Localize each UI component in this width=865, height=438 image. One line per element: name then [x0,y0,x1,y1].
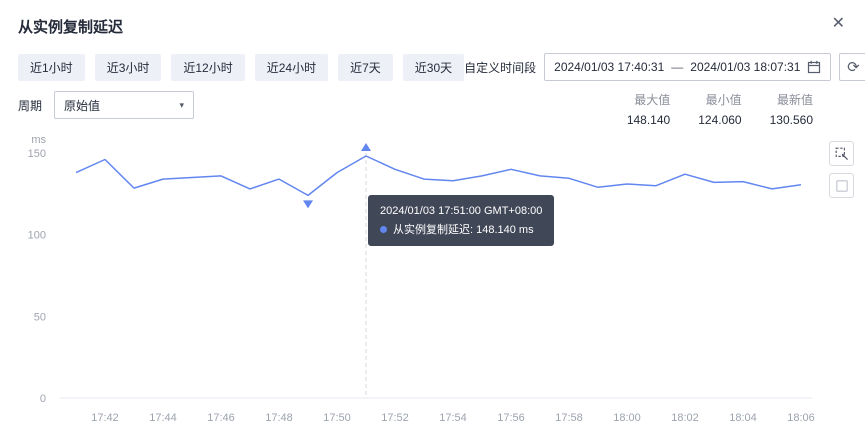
custom-range: 自定义时间段 2024/01/03 17:40:31 — 2024/01/03 … [464,53,865,81]
panel-header: 从实例复制延迟 ✕ [0,0,865,37]
chart-toolbox [829,141,854,198]
chevron-down-icon: ▾ [179,99,185,110]
range-separator: — [671,60,684,74]
tooltip-series-value: 从实例复制延迟: 148.140 ms [393,223,534,236]
toolbar-row: 近1小时 近3小时 近12小时 近24小时 近7天 近30天 自定义时间段 2024/01… [0,37,865,81]
chart-tooltip: 2024/01/03 17:51:00 GMT+08:00 从实例复制延迟: 1… [368,195,555,247]
svg-text:0: 0 [40,393,46,405]
restore-icon [835,179,848,192]
svg-text:17:42: 17:42 [91,412,119,424]
page-title: 从实例复制延迟 [18,19,124,36]
stat-value: 148.140 [626,113,671,127]
time-range-button-3[interactable]: 近24小时 [254,53,329,81]
time-range-button-2[interactable]: 近12小时 [171,53,245,81]
line-chart-svg[interactable]: ms 0 50 100 150 17:42 17:44 17:46 17:48 17:50 17:5… [0,129,865,429]
stat-column-0: 最大值 148.140 [627,91,670,127]
time-range-group: 近1小时 近3小时 近12小时 近24小时 近7天 近30天 [18,53,465,81]
svg-text:ms: ms [31,134,46,146]
restore-button[interactable] [829,173,854,198]
stat-value: 130.560 [769,113,813,127]
start-datetime[interactable]: 2024/01/03 17:40:31 [554,60,665,74]
period-select[interactable]: 原始值 ▾ [54,91,195,119]
time-range-button-0[interactable]: 近1小时 [18,53,85,81]
period-value: 原始值 [64,98,101,113]
custom-range-label: 自定义时间段 [464,60,537,75]
zoom-select-button[interactable] [829,141,854,166]
stats-summary: 最大值 148.140 最小值 124.060 最新值 130.560 [627,91,813,127]
svg-text:17:52: 17:52 [381,412,409,424]
svg-text:18:04: 18:04 [729,412,757,424]
tooltip-time: 2024/01/03 17:51:00 GMT+08:00 [380,205,543,217]
zoom-select-icon [835,147,848,160]
refresh-button[interactable]: ⟳ [839,53,865,81]
stat-value: 124.060 [698,113,742,127]
svg-text:150: 150 [28,148,46,160]
svg-text:18:02: 18:02 [671,412,699,424]
refresh-icon: ⟳ [847,59,860,76]
series-dot-icon [380,226,387,234]
svg-text:100: 100 [28,230,46,242]
svg-text:18:06: 18:06 [787,412,815,424]
time-range-button-1[interactable]: 近3小时 [94,53,162,81]
stat-label: 最小值 [705,93,742,107]
svg-text:17:44: 17:44 [149,412,177,424]
svg-text:17:48: 17:48 [265,412,293,424]
stat-label: 最大值 [634,93,671,107]
svg-text:18:00: 18:00 [613,412,641,424]
svg-text:17:50: 17:50 [323,412,351,424]
stat-label: 最新值 [776,93,813,107]
end-datetime[interactable]: 2024/01/03 18:07:31 [690,60,801,74]
time-range-button-5[interactable]: 近30天 [402,53,465,81]
date-range-input[interactable]: 2024/01/03 17:40:31 — 2024/01/03 18:07:3… [544,53,832,81]
svg-text:50: 50 [34,311,46,323]
calendar-icon [808,60,821,74]
close-icon[interactable]: ✕ [831,15,845,32]
time-range-button-4[interactable]: 近7天 [338,53,393,81]
period-control: 周期 原始值 ▾ [18,91,195,119]
svg-text:17:56: 17:56 [497,412,525,424]
period-row: 周期 原始值 ▾ 最大值 148.140 最小值 124.060 最新值 130.560 [0,81,865,127]
period-label: 周期 [18,98,43,113]
svg-text:17:58: 17:58 [555,412,583,424]
svg-text:17:54: 17:54 [439,412,467,424]
stat-column-2: 最新值 130.560 [770,91,813,127]
tooltip-series-row: 从实例复制延迟: 148.140 ms [380,221,542,240]
svg-text:17:46: 17:46 [207,412,235,424]
chart-area: ms 0 50 100 150 17:42 17:44 17:46 17:48 17:50 17:5… [0,129,865,429]
stat-column-1: 最小值 124.060 [698,91,741,127]
